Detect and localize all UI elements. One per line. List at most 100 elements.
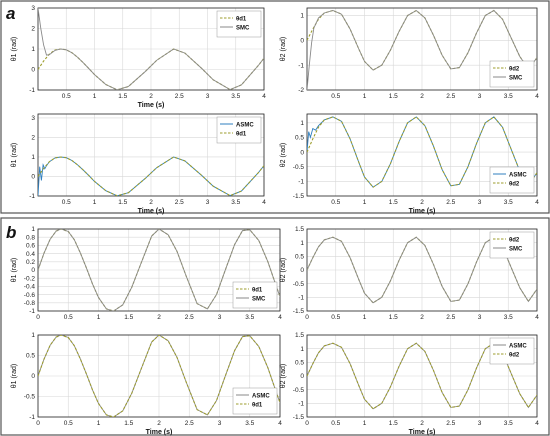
axes-box bbox=[37, 113, 265, 197]
y-tick-label: 1 bbox=[300, 346, 304, 353]
x-tick-label: 3 bbox=[478, 93, 482, 100]
y-tick-label: 0.5 bbox=[295, 135, 304, 142]
y-tick-label: -0.4 bbox=[24, 284, 36, 291]
legend: θd2 SMC bbox=[489, 60, 535, 88]
x-tick-label: 1 bbox=[93, 93, 97, 100]
y-tick-label: 0 bbox=[31, 67, 35, 74]
legend: ASMC θd2 bbox=[489, 337, 535, 365]
x-tick-label: 1.5 bbox=[124, 314, 133, 321]
axes-box bbox=[306, 7, 538, 91]
x-tick-label: 1.5 bbox=[124, 420, 133, 427]
y-tick-label: 1 bbox=[31, 226, 35, 233]
y-tick-label: -0.2 bbox=[24, 275, 36, 282]
x-tick-label: 0.5 bbox=[331, 420, 340, 427]
y-axis-label: θ1 (rad) bbox=[11, 37, 18, 62]
x-tick-label: 3.5 bbox=[504, 199, 513, 206]
y-tick-label: -1 bbox=[29, 193, 35, 200]
x-tick-label: 3.5 bbox=[245, 420, 254, 427]
x-tick-label: 2.5 bbox=[175, 93, 184, 100]
x-tick-label: 2 bbox=[420, 420, 424, 427]
legend: θd2 SMC bbox=[489, 231, 535, 259]
x-tick-label: 0.5 bbox=[64, 314, 73, 321]
axes-box bbox=[306, 113, 538, 197]
x-tick-label: 4 bbox=[535, 199, 539, 206]
x-tick-label: 4 bbox=[262, 199, 266, 206]
y-tick-label: 0 bbox=[31, 267, 35, 274]
x-tick-label: 3.5 bbox=[231, 93, 240, 100]
series-line-SMC-1 bbox=[307, 9, 537, 90]
y-axis-label: θ2 (rad) bbox=[280, 364, 287, 389]
x-tick-label: 3 bbox=[478, 314, 482, 321]
y-tick-label: -1 bbox=[29, 87, 35, 94]
x-tick-label: 0 bbox=[36, 420, 40, 427]
y-tick-label: 1 bbox=[31, 46, 35, 53]
y-tick-label: 0 bbox=[300, 38, 304, 45]
x-tick-label: 3 bbox=[206, 93, 210, 100]
legend-box bbox=[232, 281, 278, 309]
legend: ASMC θd1 bbox=[216, 116, 262, 144]
y-axis-label: θ1 (rad) bbox=[11, 364, 18, 389]
y-tick-label: 0 bbox=[300, 267, 304, 274]
chart-a1: 0.5 1 1.5 2 2.5 3 3.5 4 -1 0 1 2 3 Time (s) θ1 (rad) θd… bbox=[11, 5, 266, 109]
x-axis-label: Time (s) bbox=[409, 208, 436, 215]
legend-box bbox=[489, 60, 535, 88]
y-tick-label: 1 bbox=[31, 332, 35, 339]
legend-label: θd2 bbox=[509, 66, 520, 72]
x-tick-label: 1.5 bbox=[118, 199, 127, 206]
chart-a3: 0.5 1 1.5 2 2.5 3 3.5 4 -1 0 1 2 3 Time (s) θ1 (rad) AS… bbox=[11, 113, 266, 215]
panel-label-a: a bbox=[6, 4, 15, 23]
legend-label: θd1 bbox=[236, 16, 247, 22]
y-tick-label: -1 bbox=[298, 62, 304, 69]
series-line-d1-1 bbox=[38, 156, 264, 196]
legend-box bbox=[489, 337, 535, 365]
legend-box bbox=[232, 387, 278, 415]
x-tick-label: 4 bbox=[278, 314, 282, 321]
legend: ASMC θd2 bbox=[489, 166, 535, 194]
x-tick-label: 3 bbox=[478, 199, 482, 206]
series-line-d2-1 bbox=[307, 116, 537, 188]
y-tick-label: 1 bbox=[300, 240, 304, 247]
x-tick-label: 1.5 bbox=[118, 93, 127, 100]
y-tick-label: 3 bbox=[31, 5, 35, 12]
x-tick-label: 4 bbox=[278, 420, 282, 427]
x-tick-label: 2.5 bbox=[185, 314, 194, 321]
y-tick-label: 1.5 bbox=[295, 332, 304, 339]
x-axis-label: Time (s) bbox=[138, 208, 165, 215]
legend-label: ASMC bbox=[236, 122, 254, 128]
y-axis-label: θ2 (rad) bbox=[280, 258, 287, 283]
y-tick-label: -1 bbox=[29, 308, 35, 315]
series-line-SMC-1 bbox=[38, 229, 280, 311]
y-tick-label: 1 bbox=[31, 154, 35, 161]
y-tick-label: 1 bbox=[300, 120, 304, 127]
x-tick-label: 0.5 bbox=[62, 93, 71, 100]
x-tick-label: 1 bbox=[97, 420, 101, 427]
legend-label: SMC bbox=[252, 296, 266, 302]
legend: θd1 SMC bbox=[232, 281, 278, 309]
x-tick-label: 1.5 bbox=[389, 314, 398, 321]
chart-a2: 0.5 1 1.5 2 2.5 3 3.5 4 -2 -1 0 1 θ2 (rad) θd2 SMC bbox=[280, 7, 539, 100]
y-tick-label: -1 bbox=[29, 414, 35, 421]
x-tick-label: 1.5 bbox=[389, 199, 398, 206]
legend: ASMC θd1 bbox=[232, 387, 278, 415]
series-line-d2-1 bbox=[307, 342, 537, 410]
y-tick-label: 1.5 bbox=[295, 226, 304, 233]
x-tick-label: 1 bbox=[93, 199, 97, 206]
y-tick-label: -1 bbox=[298, 179, 304, 186]
legend-label: θd2 bbox=[509, 181, 520, 187]
chart-b4: 0 0.5 1 1.5 2 2.5 3 3.5 4 -1.5 -1 -0.5 0 0.5 1 1.5 Time … bbox=[280, 332, 539, 436]
y-tick-label: -0.5 bbox=[293, 387, 305, 394]
y-tick-label: 0.6 bbox=[26, 243, 35, 250]
y-tick-label: -1.5 bbox=[293, 193, 305, 200]
y-tick-label: 0.5 bbox=[295, 254, 304, 261]
legend-label: ASMC bbox=[252, 393, 270, 399]
legend-label: ASMC bbox=[509, 172, 527, 178]
x-tick-label: 2 bbox=[157, 314, 161, 321]
x-tick-label: 0 bbox=[305, 420, 309, 427]
y-tick-label: -2 bbox=[298, 87, 304, 94]
y-tick-label: -1 bbox=[298, 295, 304, 302]
chart-b1: 0 0.5 1 1.5 2 2.5 3 3.5 4-1-0.8-0.6-0.4-0.200.20… bbox=[11, 226, 282, 321]
x-tick-label: 2 bbox=[420, 93, 424, 100]
x-tick-label: 2.5 bbox=[175, 199, 184, 206]
y-tick-label: -0.5 bbox=[293, 281, 305, 288]
x-tick-label: 4 bbox=[535, 93, 539, 100]
